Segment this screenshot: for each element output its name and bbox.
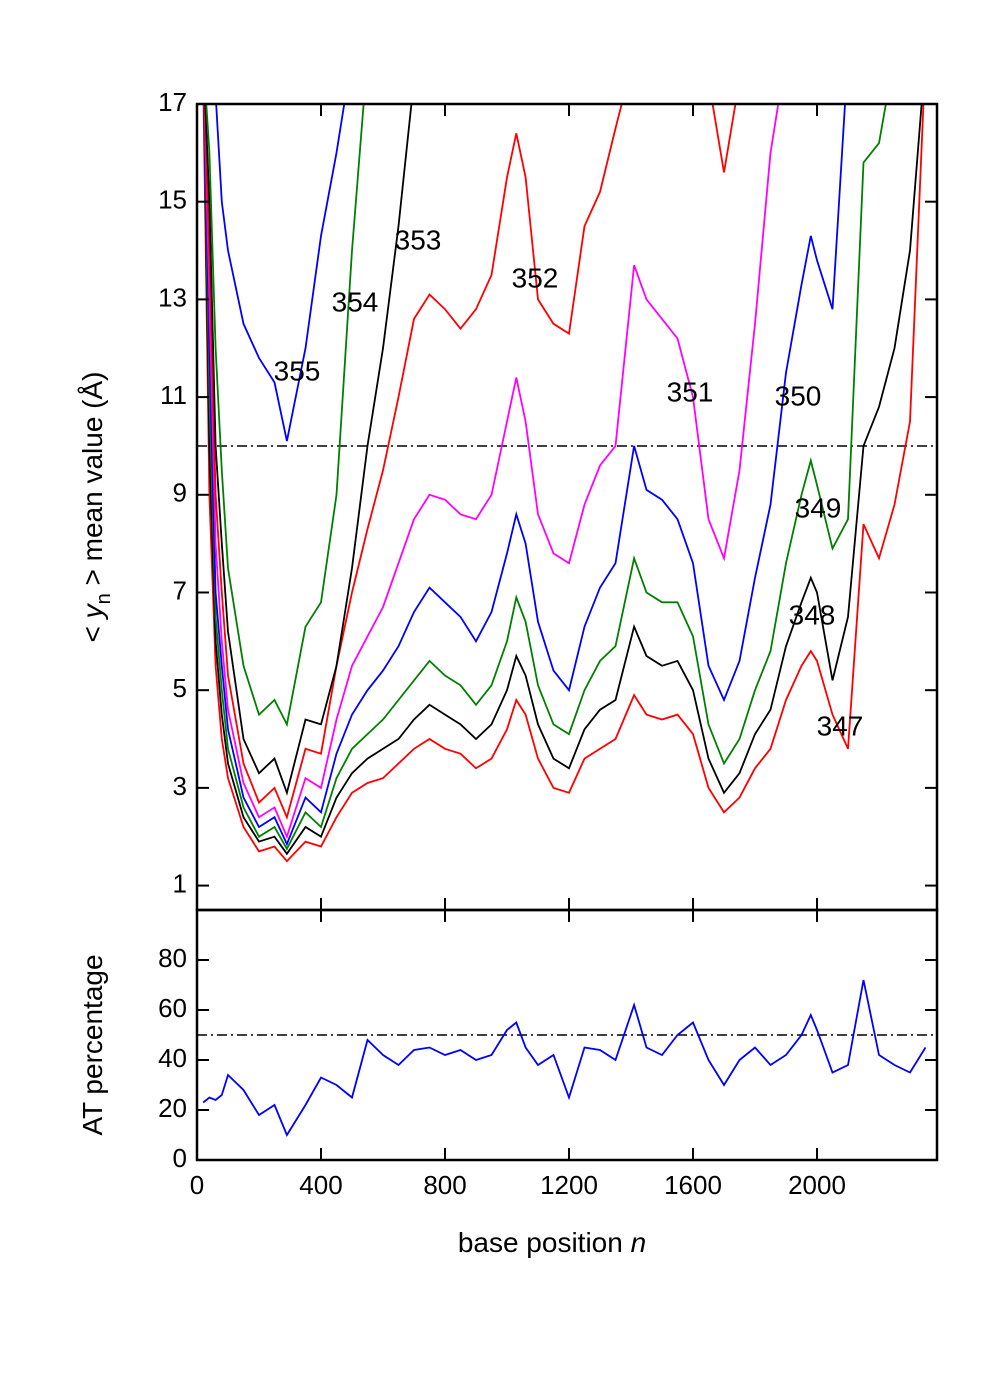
x-tick-label: 400 [299,1170,342,1200]
series-label: 348 [789,599,836,630]
axes-frame [195,908,939,1162]
data-line [215,104,346,442]
y-tick-label: 1 [173,868,187,898]
x-tick-label: 2000 [788,1170,846,1200]
plot-area [197,104,937,863]
data-line [203,104,737,820]
y-tick-label: 0 [173,1143,187,1173]
x-tick-label: 1200 [540,1170,598,1200]
y-tick-label: 9 [173,478,187,508]
data-line [202,104,925,863]
y-tick-label: 5 [173,673,187,703]
x-tick-label: 0 [190,1170,204,1200]
series-label: 350 [775,380,822,411]
y-axis-label: < yn > mean value (Å) [77,371,115,642]
y-tick-label: 3 [173,771,187,801]
series-label: 349 [795,492,842,523]
x-tick-label: 800 [423,1170,466,1200]
y-tick-label: 15 [158,185,187,215]
y-tick-label: 17 [158,87,187,117]
y-axis-label: AT percentage [77,954,108,1135]
data-line [203,104,780,840]
series-label: 353 [395,224,442,255]
plot-area [197,979,937,1137]
y-tick-label: 80 [158,943,187,973]
data-line [204,104,413,796]
data-line [203,104,846,847]
data-line [205,104,365,728]
data-line [202,979,927,1137]
x-tick-label: 1600 [664,1170,722,1200]
series-label: 355 [274,355,321,386]
x-axis-label: base position n [458,1227,646,1258]
y-tick-label: 20 [158,1093,187,1123]
series-label: 347 [817,710,864,741]
y-tick-label: 13 [158,282,187,312]
series-label: 352 [512,262,559,293]
y-tick-label: 7 [173,575,187,605]
series-label: 351 [667,376,714,407]
data-line [203,104,923,856]
y-tick-label: 60 [158,993,187,1023]
series-label: 354 [332,286,379,317]
data-line [203,104,887,851]
y-tick-label: 40 [158,1043,187,1073]
y-tick-label: 11 [160,380,187,410]
